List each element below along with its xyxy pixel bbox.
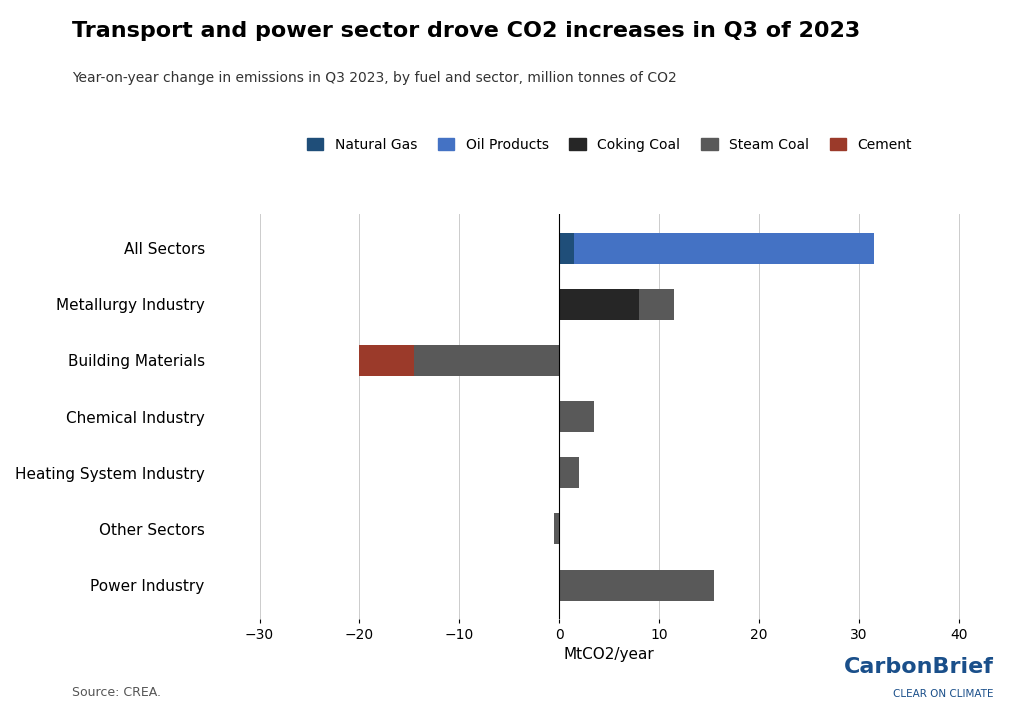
Bar (359, 345, 415, 376)
Text: Year-on-year change in emissions in Q3 2023, by fuel and sector, million tonnes : Year-on-year change in emissions in Q3 2… (72, 71, 677, 86)
Bar (559, 570, 714, 600)
Text: Transport and power sector drove CO2 increases in Q3 of 2023: Transport and power sector drove CO2 inc… (72, 21, 860, 41)
Bar (415, 345, 559, 376)
Bar (559, 232, 574, 264)
Bar (574, 232, 874, 264)
Bar (559, 401, 594, 432)
Bar (559, 457, 580, 488)
Text: Source: CREA.: Source: CREA. (72, 686, 161, 699)
Text: CarbonBrief: CarbonBrief (844, 657, 993, 677)
X-axis label: MtCO2/year: MtCO2/year (564, 647, 654, 662)
Bar (554, 513, 559, 544)
Bar (559, 289, 639, 319)
Text: CLEAR ON CLIMATE: CLEAR ON CLIMATE (893, 689, 993, 699)
Legend: Natural Gas, Oil Products, Coking Coal, Steam Coal, Cement: Natural Gas, Oil Products, Coking Coal, … (301, 133, 918, 158)
Bar (639, 289, 674, 319)
